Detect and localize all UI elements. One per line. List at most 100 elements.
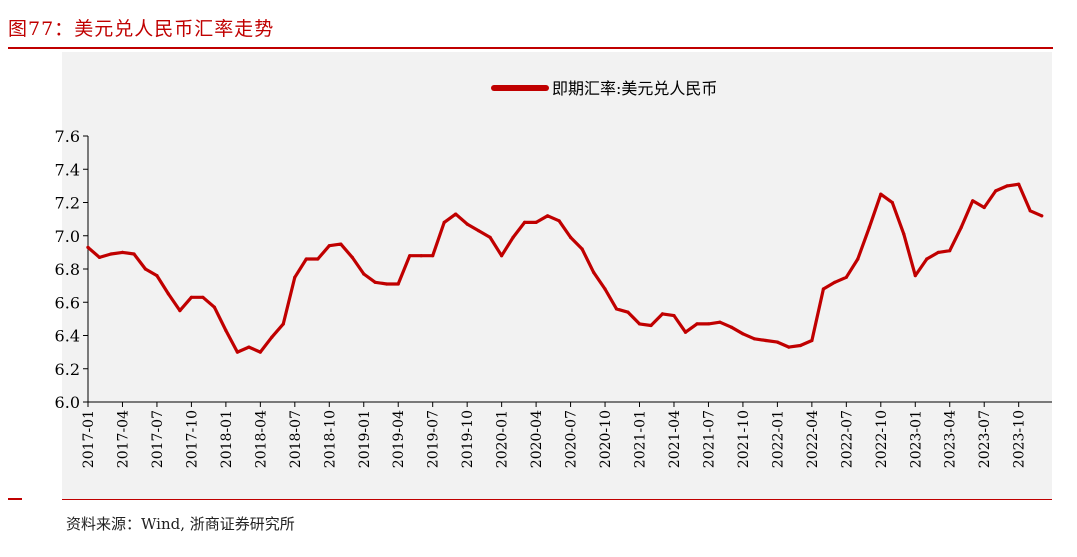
x-tick-label: 2023-04 bbox=[943, 410, 959, 468]
x-tick-label: 2017-07 bbox=[150, 410, 166, 468]
data-point bbox=[281, 322, 285, 326]
data-point bbox=[798, 343, 803, 348]
data-point bbox=[201, 295, 205, 299]
data-point bbox=[247, 345, 251, 349]
data-point bbox=[86, 245, 90, 249]
data-point bbox=[971, 199, 975, 203]
data-point bbox=[339, 242, 343, 246]
x-tick-label: 2022-01 bbox=[770, 410, 786, 468]
data-point bbox=[534, 220, 538, 224]
data-point bbox=[580, 247, 584, 251]
x-axis-ticks: 2017-01 2017-04 2017-07 2017-10 2018-01 2018-… bbox=[81, 402, 1028, 468]
x-tick-label: 2019-04 bbox=[391, 410, 407, 468]
data-point bbox=[132, 252, 136, 256]
data-point bbox=[775, 340, 780, 344]
plot-background bbox=[62, 52, 1052, 499]
data-point bbox=[454, 212, 458, 216]
x-tick-label: 2018-04 bbox=[253, 410, 269, 468]
data-point bbox=[603, 287, 607, 291]
x-tick-label: 2022-04 bbox=[805, 410, 821, 468]
x-tick-label: 2019-10 bbox=[460, 410, 476, 468]
data-point bbox=[994, 189, 998, 193]
x-tick-label: 2021-04 bbox=[667, 410, 683, 468]
data-point bbox=[97, 255, 102, 259]
data-point bbox=[660, 312, 665, 316]
data-point bbox=[293, 275, 297, 279]
x-tick-label: 2021-07 bbox=[701, 410, 717, 468]
data-point bbox=[626, 310, 630, 314]
data-point bbox=[879, 192, 883, 196]
data-point bbox=[683, 330, 688, 334]
data-point bbox=[936, 250, 940, 254]
data-point bbox=[178, 309, 182, 313]
y-axis-ticks: 6.0 6.2 6.4 6.6 6.8 7.0 7.2 7.4 7.6 bbox=[55, 127, 88, 412]
axes bbox=[87, 136, 1052, 403]
data-point bbox=[385, 282, 389, 286]
bottom-rule bbox=[62, 499, 1052, 500]
data-point bbox=[867, 225, 871, 229]
data-point bbox=[109, 252, 113, 256]
data-point bbox=[948, 249, 952, 253]
y-tick-label: 6.0 bbox=[55, 393, 80, 412]
data-point bbox=[304, 257, 308, 261]
data-point bbox=[270, 335, 274, 339]
data-point bbox=[546, 214, 550, 218]
data-point bbox=[614, 307, 619, 311]
y-tick-label: 7.0 bbox=[55, 227, 80, 246]
data-point bbox=[637, 322, 642, 326]
data-point bbox=[821, 287, 826, 291]
data-point bbox=[500, 254, 504, 258]
data-point bbox=[408, 254, 412, 258]
data-point bbox=[833, 280, 837, 284]
x-tick-label: 2017-01 bbox=[81, 410, 97, 468]
data-point bbox=[925, 257, 929, 261]
legend: 即期汇率:美元兑人民币 bbox=[491, 79, 717, 98]
data-point bbox=[729, 325, 734, 329]
data-point bbox=[913, 274, 917, 278]
y-tick-label: 7.6 bbox=[55, 127, 80, 146]
data-point bbox=[557, 219, 561, 223]
y-tick-label: 6.2 bbox=[55, 360, 80, 379]
data-point bbox=[890, 200, 894, 205]
data-point bbox=[373, 280, 377, 284]
x-tick-label: 2018-07 bbox=[288, 410, 304, 468]
data-point bbox=[166, 292, 170, 296]
x-tick-label: 2023-07 bbox=[977, 410, 993, 468]
data-point bbox=[488, 235, 492, 239]
x-tick-label: 2018-01 bbox=[219, 410, 235, 468]
data-point bbox=[787, 345, 791, 349]
y-tick-label: 6.6 bbox=[55, 293, 80, 312]
x-tick-label: 2022-07 bbox=[839, 410, 855, 468]
data-point bbox=[718, 320, 722, 324]
data-point bbox=[224, 328, 228, 333]
x-tick-label: 2021-10 bbox=[736, 410, 752, 468]
data-point bbox=[844, 275, 848, 279]
data-point bbox=[316, 257, 320, 261]
data-point bbox=[431, 254, 435, 258]
x-tick-label: 2020-04 bbox=[529, 410, 545, 468]
data-point bbox=[1017, 182, 1021, 186]
data-point bbox=[419, 254, 423, 258]
data-point bbox=[741, 332, 745, 336]
x-tick-label: 2022-10 bbox=[874, 410, 890, 468]
data-point bbox=[235, 350, 239, 354]
data-point bbox=[569, 235, 573, 239]
data-point bbox=[442, 220, 446, 224]
title-rule bbox=[8, 47, 1053, 49]
data-point bbox=[706, 322, 711, 326]
x-tick-label: 2020-01 bbox=[495, 410, 511, 468]
legend-label: 即期汇率:美元兑人民币 bbox=[552, 79, 717, 98]
y-tick-label: 7.2 bbox=[55, 194, 80, 213]
data-point bbox=[155, 274, 159, 278]
x-tick-label: 2023-10 bbox=[1012, 410, 1028, 468]
data-point bbox=[465, 222, 469, 226]
data-point bbox=[327, 244, 331, 248]
data-point bbox=[752, 337, 757, 341]
x-tick-label: 2023-01 bbox=[908, 410, 924, 468]
x-tick-label: 2018-10 bbox=[322, 410, 338, 468]
data-point bbox=[120, 250, 125, 254]
data-point bbox=[143, 267, 147, 271]
data-point bbox=[1040, 214, 1044, 218]
x-tick-label: 2021-01 bbox=[633, 410, 649, 468]
